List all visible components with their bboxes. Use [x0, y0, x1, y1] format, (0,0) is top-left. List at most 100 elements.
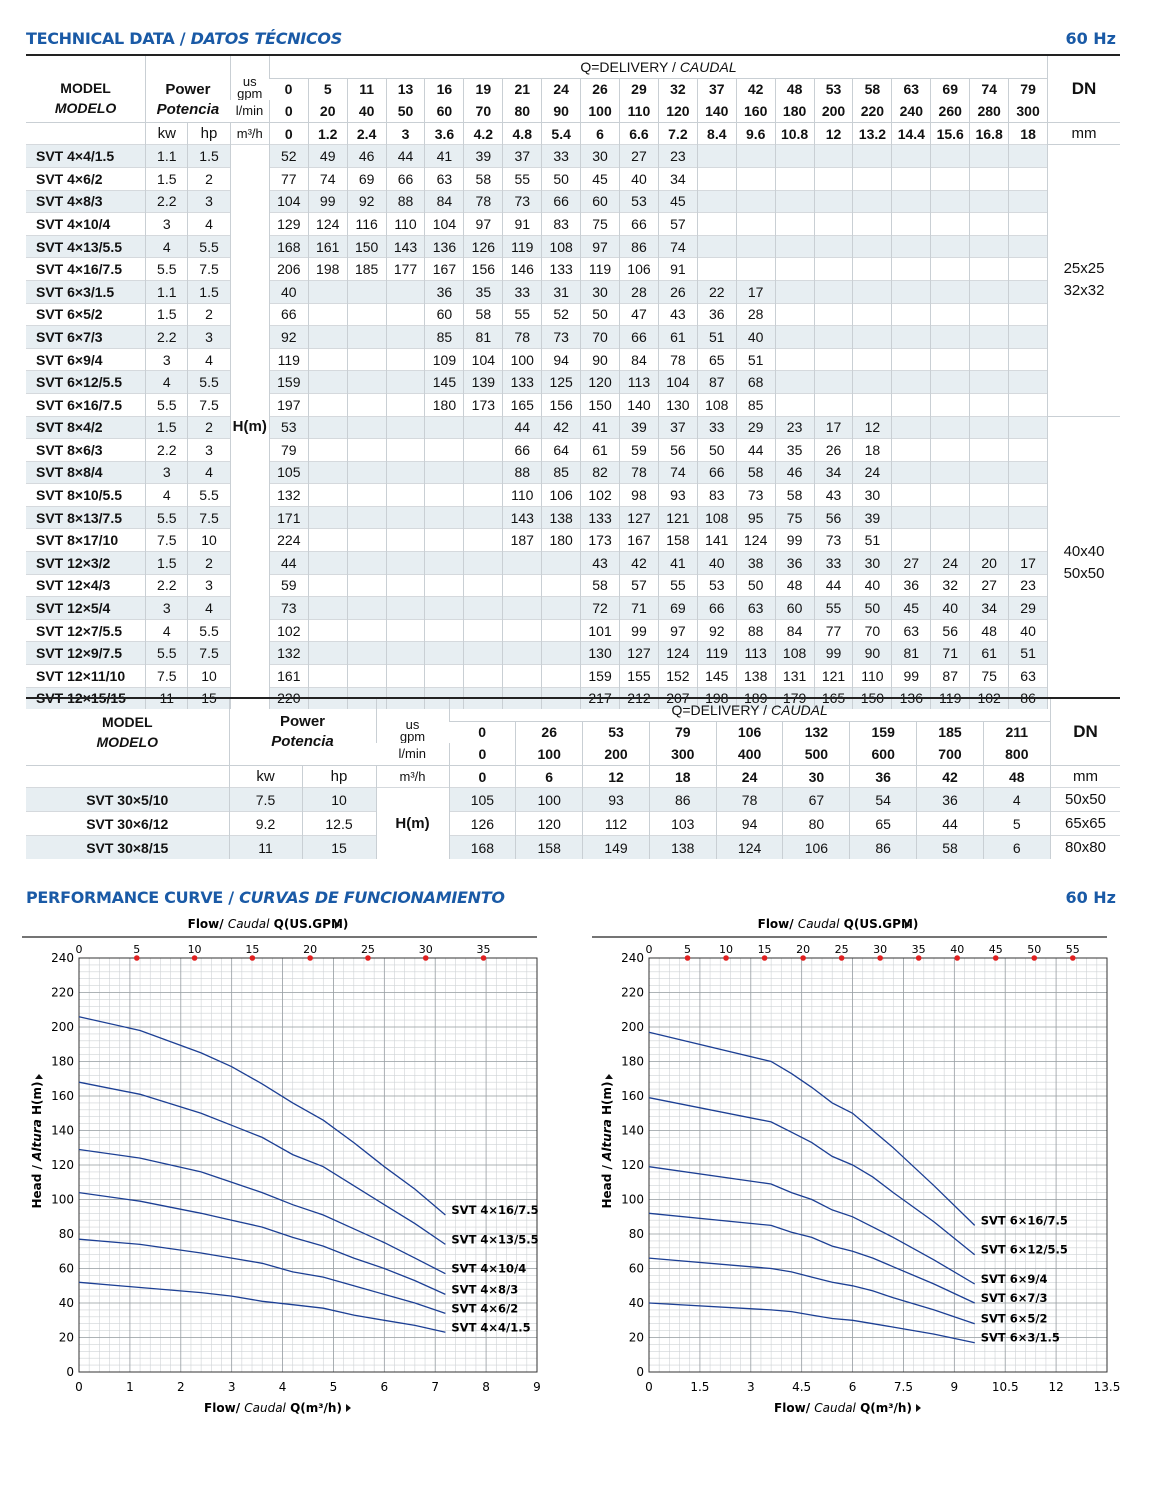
head-value [424, 618, 464, 642]
head-value: 100 [502, 347, 542, 371]
head-value: 59 [619, 438, 659, 462]
dn-value: 50x50 [1049, 787, 1121, 812]
model-name: SVT 6×9/4 [26, 347, 146, 371]
hp-value: 1.5 [187, 279, 231, 304]
head-value [463, 596, 503, 620]
head-value: 84 [774, 618, 815, 642]
head-value [774, 189, 815, 213]
head-value: 79 [268, 438, 309, 462]
x-tick-label: 3 [228, 1380, 236, 1394]
top-tick-label: 25 [361, 943, 375, 956]
head-value [346, 370, 387, 394]
x-tick-label: 12 [1048, 1380, 1063, 1394]
head-value: 66 [696, 596, 737, 620]
head-value: 110 [852, 664, 892, 688]
t2-delivery-header: Q=DELIVERY / CAUDAL [448, 699, 1051, 722]
head-value [1008, 279, 1048, 304]
lmin-value: 200 [813, 100, 853, 123]
head-value: 103 [648, 811, 717, 836]
head-value [813, 257, 853, 281]
head-value [813, 212, 853, 236]
head-value: 33 [502, 279, 542, 304]
head-value [891, 370, 931, 394]
head-value [541, 573, 581, 597]
head-value [969, 279, 1009, 304]
head-value: 99 [307, 189, 348, 213]
m3h-value: 15.6 [930, 122, 970, 145]
x-tick-label: 6 [381, 1380, 389, 1394]
head-value: 17 [813, 415, 853, 439]
head-value [346, 392, 387, 416]
head-value: 121 [657, 505, 698, 529]
arrow-right-icon [916, 1404, 921, 1412]
head-value: 116 [346, 212, 387, 236]
series-line [648, 1212, 975, 1304]
head-value [385, 528, 425, 552]
table-row: SVT 30×8/15 11 15 168 158 149 138 124 106 86 58 6 80… [26, 835, 1121, 860]
series-label: SVT 6×3/1.5 [981, 1331, 1060, 1345]
model-name: SVT 6×16/7.5 [26, 392, 146, 416]
series-label: SVT 6×9/4 [981, 1272, 1048, 1286]
m3h-value: 4.2 [463, 122, 503, 145]
head-value: 90 [580, 347, 620, 371]
hp-value: 7.5 [187, 257, 231, 281]
head-value [891, 189, 931, 213]
model-name: SVT 8×4/2 [26, 415, 146, 439]
head-value: 73 [541, 325, 581, 349]
head-value [1008, 144, 1048, 168]
kw-value: 11 [228, 835, 302, 860]
lmin-value: 240 [891, 100, 931, 123]
series-label: SVT 6×16/7.5 [981, 1213, 1068, 1227]
head-value: 44 [268, 551, 309, 575]
head-value: 34 [969, 596, 1009, 620]
kw-label: kw [145, 122, 188, 145]
lmin-value: 220 [852, 100, 892, 123]
head-value: 37 [502, 144, 542, 168]
arrow-up-icon [35, 1074, 43, 1079]
frequency-label: 60 Hz [1065, 29, 1116, 48]
head-value: 72 [580, 596, 620, 620]
head-value [930, 302, 970, 326]
x-tick-label: 4 [279, 1380, 287, 1394]
head-value [852, 302, 892, 326]
head-value [424, 641, 464, 665]
head-value [541, 641, 581, 665]
y-axis-unit: H(m) [600, 1081, 614, 1119]
top-tick-marker [307, 955, 313, 961]
head-value [852, 166, 892, 191]
head-value: 105 [448, 787, 516, 812]
head-value: 74 [307, 166, 348, 191]
head-value: 104 [424, 212, 464, 236]
head-value: 31 [541, 279, 581, 304]
head-value [969, 325, 1009, 349]
x-tick-label: 7 [431, 1380, 439, 1394]
head-value: 119 [696, 641, 737, 665]
hp-value: 7.5 [187, 392, 231, 416]
head-value: 168 [268, 234, 309, 258]
top-tick-marker [915, 955, 922, 961]
gpm-value: 63 [891, 78, 931, 101]
hp-value: 4 [187, 596, 231, 620]
top-axis-es: Caudal [798, 917, 840, 931]
top-tick-marker [877, 955, 883, 961]
model-es: MODELO [54, 99, 117, 116]
top-tick-label: 30 [419, 943, 433, 956]
head-value [735, 166, 776, 191]
series-label: SVT 4×6/2 [451, 1301, 518, 1315]
head-value [346, 551, 387, 575]
lmin-value: 800 [982, 743, 1051, 766]
head-value: 156 [541, 392, 581, 416]
head-value: 58 [463, 166, 503, 191]
lmin-value: 260 [930, 100, 970, 123]
m3h-value: 8.4 [696, 122, 737, 145]
top-tick-marker [133, 955, 140, 961]
dn-value: 65x65 [1049, 811, 1121, 836]
kw-value: 5.5 [145, 505, 188, 529]
head-value [346, 618, 387, 642]
table-row: SVT 6×9/4 3 4 119 109 104 100 94 90 84 78 65 51 [26, 347, 1120, 371]
head-value: 26 [813, 438, 853, 462]
head-value [1008, 460, 1048, 484]
dn-value: 25x25 32x32 [1047, 144, 1120, 416]
head-value: 159 [580, 664, 620, 688]
head-value [385, 392, 425, 416]
